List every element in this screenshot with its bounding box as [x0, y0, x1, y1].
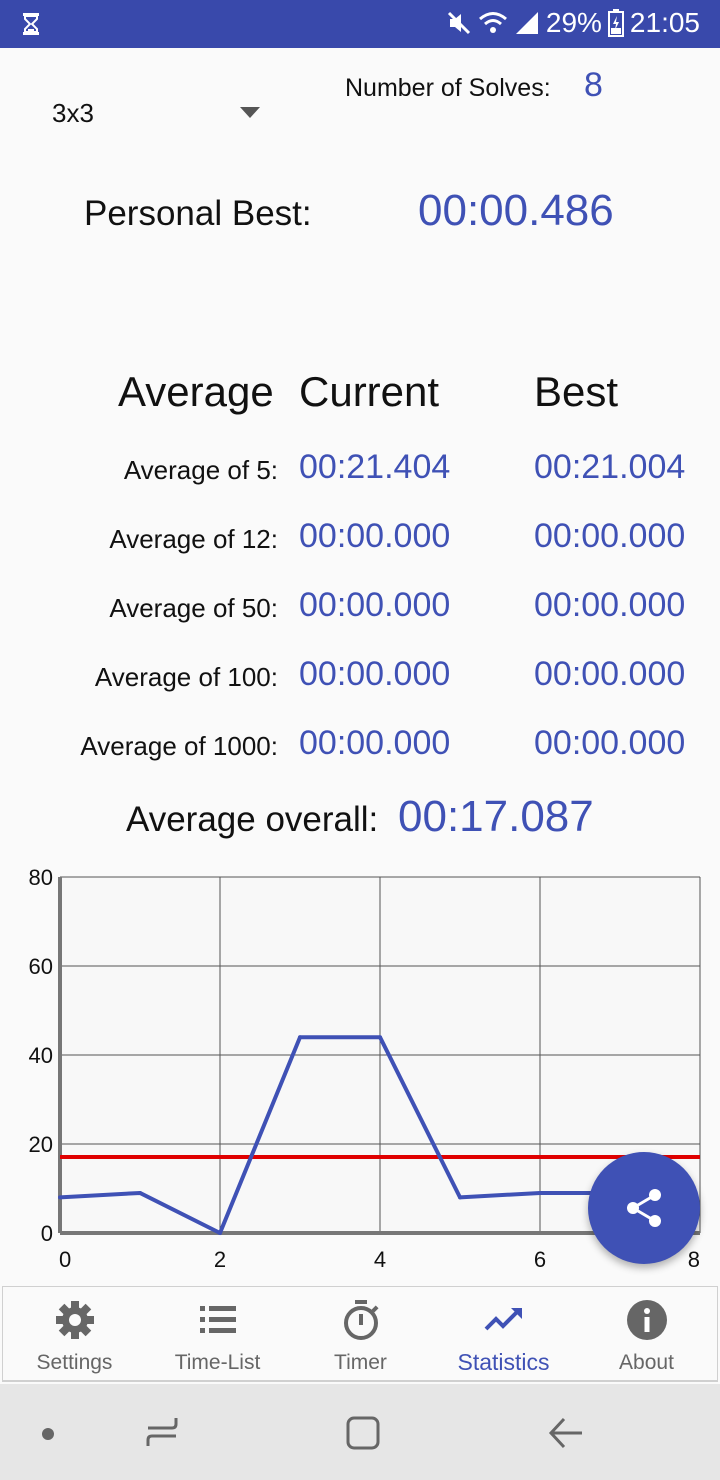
status-bar: 29% 21:05	[0, 0, 720, 48]
average-current-value: 00:21.404	[299, 448, 451, 486]
x-tick-label: 6	[534, 1247, 546, 1272]
solve-times-chart: 0 20 40 60 80 0 2 4 6 8	[29, 865, 701, 1272]
solve-time-point	[298, 1035, 302, 1040]
hourglass-icon	[23, 13, 39, 35]
average-current-value: 00:00.000	[299, 517, 451, 555]
nav-timer-label: Timer	[334, 1351, 387, 1374]
personal-best-label: Personal Best:	[84, 194, 312, 233]
back-icon[interactable]	[546, 1414, 586, 1452]
trending-icon	[484, 1308, 522, 1331]
solve-time-point	[538, 1190, 542, 1195]
average-best-value: 00:21.004	[534, 448, 686, 486]
average-current-value: 00:00.000	[299, 724, 451, 762]
average-overall-value: 00:17.087	[398, 792, 594, 841]
battery-percent: 29%	[545, 7, 602, 38]
share-icon	[627, 1189, 661, 1227]
solve-time-point	[58, 1195, 62, 1200]
y-tick-label: 20	[29, 1132, 53, 1157]
average-best-value: 00:00.000	[534, 586, 686, 624]
average-row-label: Average of 100:	[94, 662, 278, 692]
average-column-header: Average	[118, 368, 274, 415]
x-tick-label: 8	[688, 1247, 700, 1272]
solve-time-point	[378, 1035, 382, 1040]
solve-time-point	[218, 1231, 222, 1235]
average-row-label: Average of 12:	[109, 524, 278, 554]
info-icon	[626, 1300, 667, 1340]
current-column-header: Current	[299, 368, 440, 415]
average-row-label: Average of 5:	[123, 455, 278, 485]
x-tick-label: 4	[374, 1247, 386, 1272]
average-best-value: 00:00.000	[534, 517, 686, 555]
y-tick-label: 80	[29, 865, 53, 890]
average-overall-label: Average overall:	[126, 800, 379, 839]
average-current-value: 00:00.000	[299, 586, 451, 624]
nav-statistics[interactable]: Statistics	[432, 1287, 575, 1381]
nav-about[interactable]: About	[575, 1287, 718, 1381]
nav-statistics-label: Statistics	[457, 1349, 550, 1375]
wifi-icon	[478, 12, 507, 33]
solve-times-line	[59, 1035, 620, 1235]
y-tick-label: 0	[41, 1221, 53, 1246]
y-tick-label: 40	[29, 1043, 53, 1068]
average-row-label: Average of 50:	[109, 593, 278, 623]
nav-about-label: About	[619, 1351, 674, 1374]
share-button[interactable]	[588, 1152, 700, 1264]
dot-icon[interactable]	[40, 1426, 56, 1442]
average-best-value: 00:00.000	[534, 655, 686, 693]
mute-icon	[447, 11, 470, 35]
gear-icon	[55, 1301, 94, 1339]
dropdown-arrow-icon[interactable]	[240, 107, 260, 118]
y-tick-label: 60	[29, 954, 53, 979]
nav-time-list[interactable]: Time-List	[146, 1287, 289, 1381]
list-icon	[199, 1306, 236, 1333]
x-tick-label: 0	[59, 1247, 71, 1272]
average-best-value: 00:00.000	[534, 724, 686, 762]
system-navigation-bar	[0, 1384, 720, 1480]
battery-icon	[607, 9, 624, 37]
bottom-navigation: Settings Time-List Timer Statistics	[2, 1286, 718, 1382]
solve-time-point	[138, 1190, 142, 1195]
best-column-header: Best	[534, 368, 619, 415]
solves-count-value: 8	[584, 66, 603, 104]
recent-apps-icon[interactable]	[142, 1414, 182, 1450]
solve-time-point	[458, 1195, 462, 1200]
average-current-value: 00:00.000	[299, 655, 451, 693]
nav-timer[interactable]: Timer	[289, 1287, 432, 1381]
nav-time-list-label: Time-List	[174, 1351, 261, 1374]
nav-settings[interactable]: Settings	[3, 1287, 146, 1381]
average-row-label: Average of 1000:	[80, 731, 278, 761]
clock: 21:05	[629, 7, 700, 38]
home-icon[interactable]	[344, 1414, 382, 1452]
x-tick-label: 2	[214, 1247, 226, 1272]
puzzle-type-select[interactable]: 3x3	[52, 98, 94, 128]
solves-count-label: Number of Solves:	[345, 74, 551, 102]
signal-icon	[515, 12, 538, 34]
nav-settings-label: Settings	[36, 1351, 113, 1374]
stopwatch-icon	[343, 1300, 379, 1340]
personal-best-value: 00:00.486	[418, 186, 614, 235]
